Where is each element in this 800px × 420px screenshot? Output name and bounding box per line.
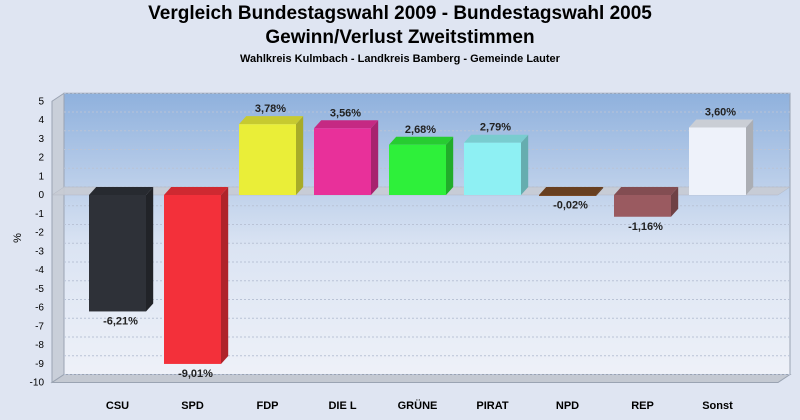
y-tick-label: -5 (35, 284, 44, 295)
bar (89, 195, 146, 312)
y-tick-label: 2 (38, 153, 44, 164)
x-tick-label: GRÜNE (398, 399, 438, 412)
bar (314, 128, 371, 195)
bar-value-label: -9,01% (178, 368, 213, 380)
bar-value-label: -6,21% (103, 315, 138, 327)
bar (689, 127, 746, 195)
bar (389, 144, 446, 195)
bar (539, 195, 596, 196)
y-tick-label: -1 (35, 209, 44, 220)
y-tick-label: 5 (38, 96, 44, 107)
y-tick-label: -7 (35, 321, 44, 332)
y-axis-label: % (12, 233, 24, 243)
x-tick-label: Sonst (702, 400, 733, 412)
y-tick-label: 3 (38, 134, 44, 145)
bar-top (389, 136, 454, 145)
y-tick-label: -3 (35, 246, 44, 257)
bar-top (464, 134, 529, 143)
y-tick-label: 0 (38, 190, 44, 201)
y-tick-label: -9 (35, 359, 44, 370)
y-tick-label: -8 (35, 340, 44, 351)
bar-value-label: 3,56% (330, 107, 361, 119)
bar-top (89, 187, 154, 195)
chart-region-label: Wahlkreis Kulmbach - Landkreis Bamberg -… (240, 53, 560, 65)
left-wall (51, 92, 65, 384)
y-tick-label: 4 (38, 115, 44, 126)
bar-value-label: -1,16% (628, 221, 663, 233)
bar (614, 195, 671, 217)
y-tick-label: -6 (35, 303, 44, 314)
bar-side (221, 187, 229, 364)
x-tick-label: REP (631, 400, 654, 412)
bar-top (539, 187, 604, 195)
bar (239, 124, 296, 195)
bar-side (596, 187, 604, 196)
bar-side (746, 119, 754, 195)
bar-side (296, 116, 304, 195)
chart-title: Vergleich Bundestagswahl 2009 - Bundesta… (148, 3, 652, 24)
bar (164, 195, 221, 364)
y-tick-label: -10 (30, 378, 45, 389)
y-tick-label: 1 (38, 171, 44, 182)
floor (50, 374, 792, 383)
bar-top (689, 119, 754, 128)
bar-side (521, 134, 529, 195)
x-tick-label: FDP (257, 400, 279, 412)
bar-value-label: 2,68% (405, 124, 436, 136)
bar-value-label: 3,60% (705, 107, 736, 119)
bar (464, 142, 521, 195)
bar-top (164, 187, 229, 195)
bar-top (314, 120, 379, 129)
x-tick-label: NPD (556, 400, 579, 412)
chart-subtitle: Gewinn/Verlust Zweitstimmen (265, 27, 535, 48)
bar-side (671, 187, 679, 217)
y-tick-label: -2 (35, 228, 44, 239)
bar-value-label: 2,79% (480, 122, 511, 134)
bar-side (146, 187, 154, 312)
bar-value-label: 3,78% (255, 103, 286, 115)
x-tick-label: PIRAT (476, 400, 508, 412)
bar-side (371, 120, 379, 195)
x-tick-label: CSU (106, 400, 129, 412)
bar-value-label: -0,02% (553, 199, 588, 211)
bar-top (239, 116, 304, 125)
bar-side (446, 136, 454, 195)
x-tick-label: DIE L (328, 400, 356, 412)
y-tick-label: -4 (35, 265, 44, 276)
bar-top (614, 187, 679, 195)
x-tick-label: SPD (181, 400, 204, 412)
